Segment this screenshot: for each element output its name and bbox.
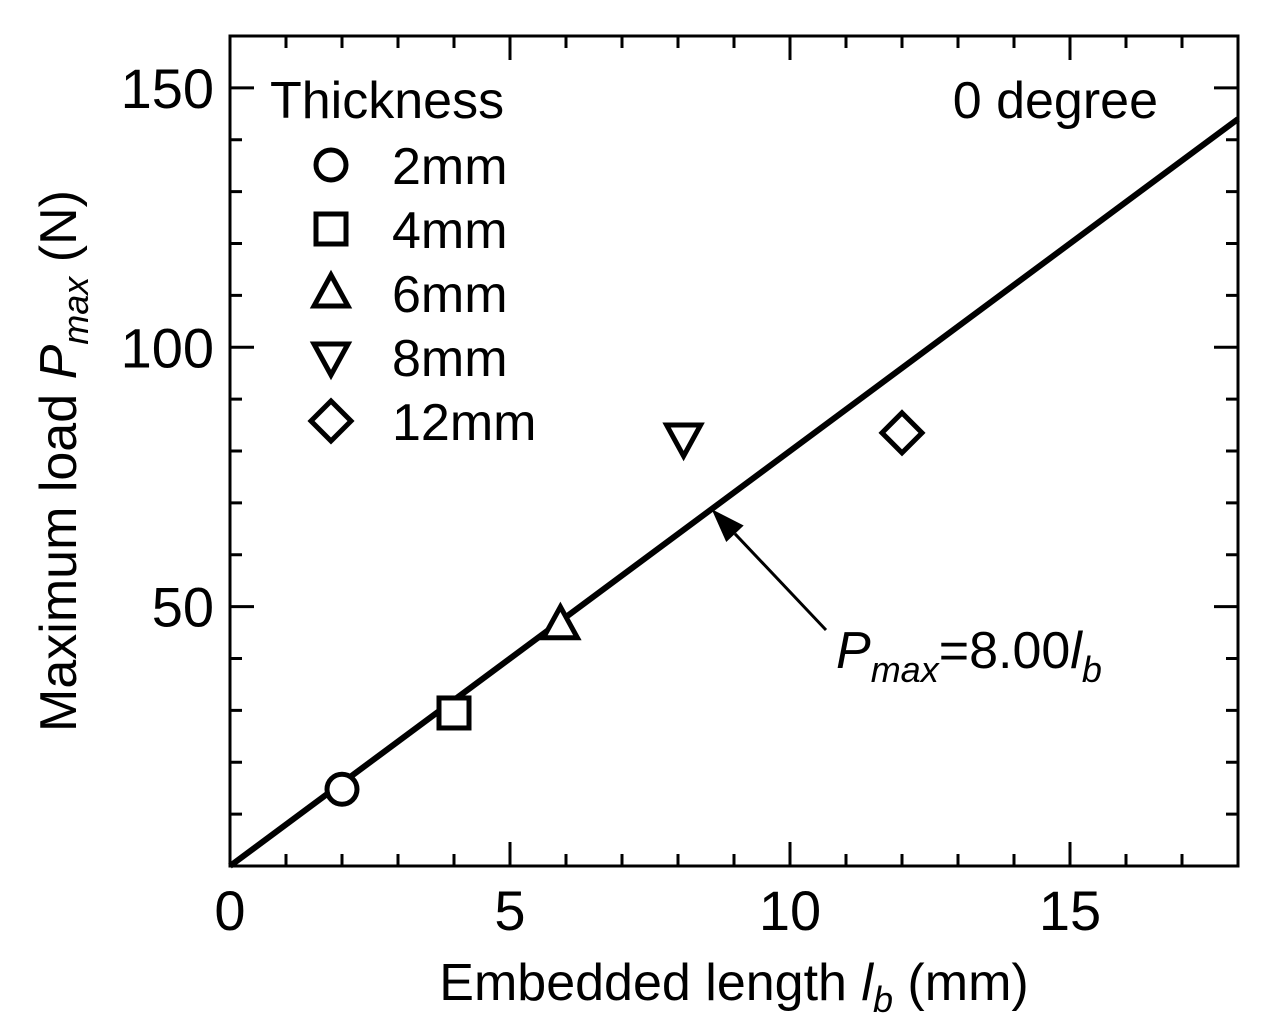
x-axis-label: Embedded length lb (mm) <box>439 954 1028 1020</box>
minor-ticks <box>230 36 1238 866</box>
fit-line <box>228 116 1240 869</box>
eq-rhs-var: l <box>1070 622 1083 680</box>
y-label-pre: Maximum load <box>30 379 88 732</box>
condition-label: 0 degree <box>953 72 1158 130</box>
y-tick-label: 50 <box>152 576 214 639</box>
legend-marker-2mm <box>313 147 349 183</box>
y-tick-label: 150 <box>121 57 214 120</box>
data-point-8mm <box>662 422 705 462</box>
legend-marker-6mm <box>309 269 353 309</box>
legend-marker-4mm <box>313 211 349 247</box>
x-tick-label: 15 <box>1039 879 1101 942</box>
y-label-var: P <box>30 344 88 379</box>
legend-title: Thickness <box>270 72 504 130</box>
y-axis-label: Maximum load Pmax (N) <box>30 190 96 732</box>
annotation-arrow-head <box>711 509 744 543</box>
data-point-4mm <box>436 695 472 731</box>
x-label-var: l <box>861 954 874 1012</box>
legend-label: 4mm <box>392 202 508 260</box>
legend-label: 2mm <box>392 138 508 196</box>
plot-frame <box>228 34 1240 868</box>
eq-var: P <box>836 622 871 680</box>
fit-equation: Pmax=8.00lb <box>836 622 1102 690</box>
eq-rhs: =8.00 <box>939 622 1071 680</box>
x-tick-label: 0 <box>214 879 245 942</box>
legend-marker-8mm <box>309 341 353 381</box>
annotation-arrow-shaft <box>733 532 828 632</box>
tick-labels: 0 5 10 15 50 100 150 <box>121 57 1102 942</box>
data-point-6mm <box>539 601 582 641</box>
eq-rhs-sub: b <box>1082 649 1102 690</box>
data-point-12mm <box>878 409 926 457</box>
legend-label: 6mm <box>392 266 508 324</box>
fit-annotation: Pmax=8.00lb <box>711 509 1102 690</box>
eq-sub: max <box>871 649 941 690</box>
x-label-pre: Embedded length <box>439 954 861 1012</box>
legend-label: 8mm <box>392 330 508 388</box>
major-ticks <box>230 36 1238 866</box>
y-label-post: (N) <box>30 190 88 277</box>
data-markers <box>324 409 926 807</box>
x-label-sub: b <box>873 979 893 1020</box>
data-point-2mm <box>324 771 360 807</box>
x-tick-label: 10 <box>759 879 821 942</box>
y-tick-label: 100 <box>121 316 214 379</box>
x-label-post: (mm) <box>893 954 1029 1012</box>
y-label-sub: max <box>55 275 96 345</box>
x-tick-label: 5 <box>494 879 525 942</box>
legend-label: 12mm <box>392 394 536 452</box>
legend-marker-12mm <box>307 397 355 445</box>
legend: 2mm 4mm 6mm 8mm 12mm <box>307 138 536 452</box>
